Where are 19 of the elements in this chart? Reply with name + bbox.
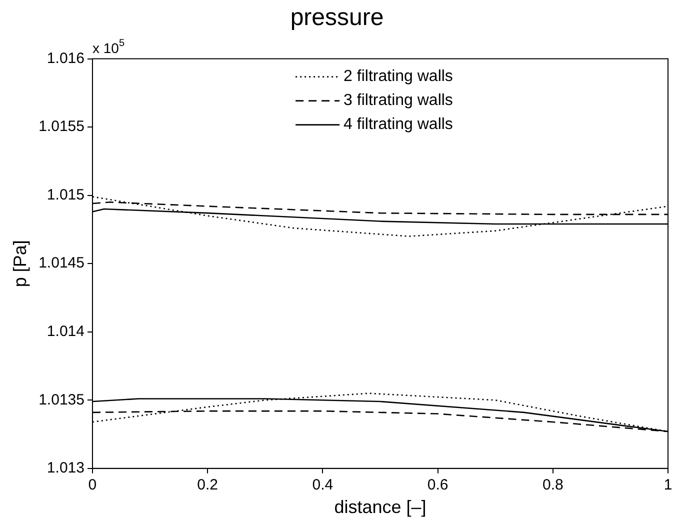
y-tick-label: 1.014: [46, 323, 84, 340]
x-tick-label: 1: [664, 476, 672, 494]
x-axis-title: distance [–]: [334, 497, 426, 518]
x-tick-label: 0.2: [197, 476, 218, 494]
y-axis-title: p [Pa]: [10, 240, 30, 288]
y-tick-label: 1.016: [46, 50, 84, 67]
y-tick-label: 1.015: [46, 186, 84, 204]
legend-label: 3 filtrating walls: [344, 92, 453, 110]
y-tick-label: 1.0155: [38, 118, 84, 136]
legend-label: 2 filtrating walls: [344, 68, 453, 86]
y-tick-label: 1.013: [46, 460, 84, 477]
chart-title: pressure: [290, 4, 384, 32]
y-tick-label: 1.0135: [38, 391, 84, 408]
x-tick-label: 0.4: [312, 476, 334, 494]
y-tick-label: 1.0145: [38, 254, 84, 272]
x-tick-label: 0.6: [427, 476, 448, 494]
legend-label: 4 filtrating walls: [344, 116, 453, 134]
x-tick-label: 0: [88, 476, 97, 494]
x-tick-label: 0.8: [542, 476, 564, 494]
